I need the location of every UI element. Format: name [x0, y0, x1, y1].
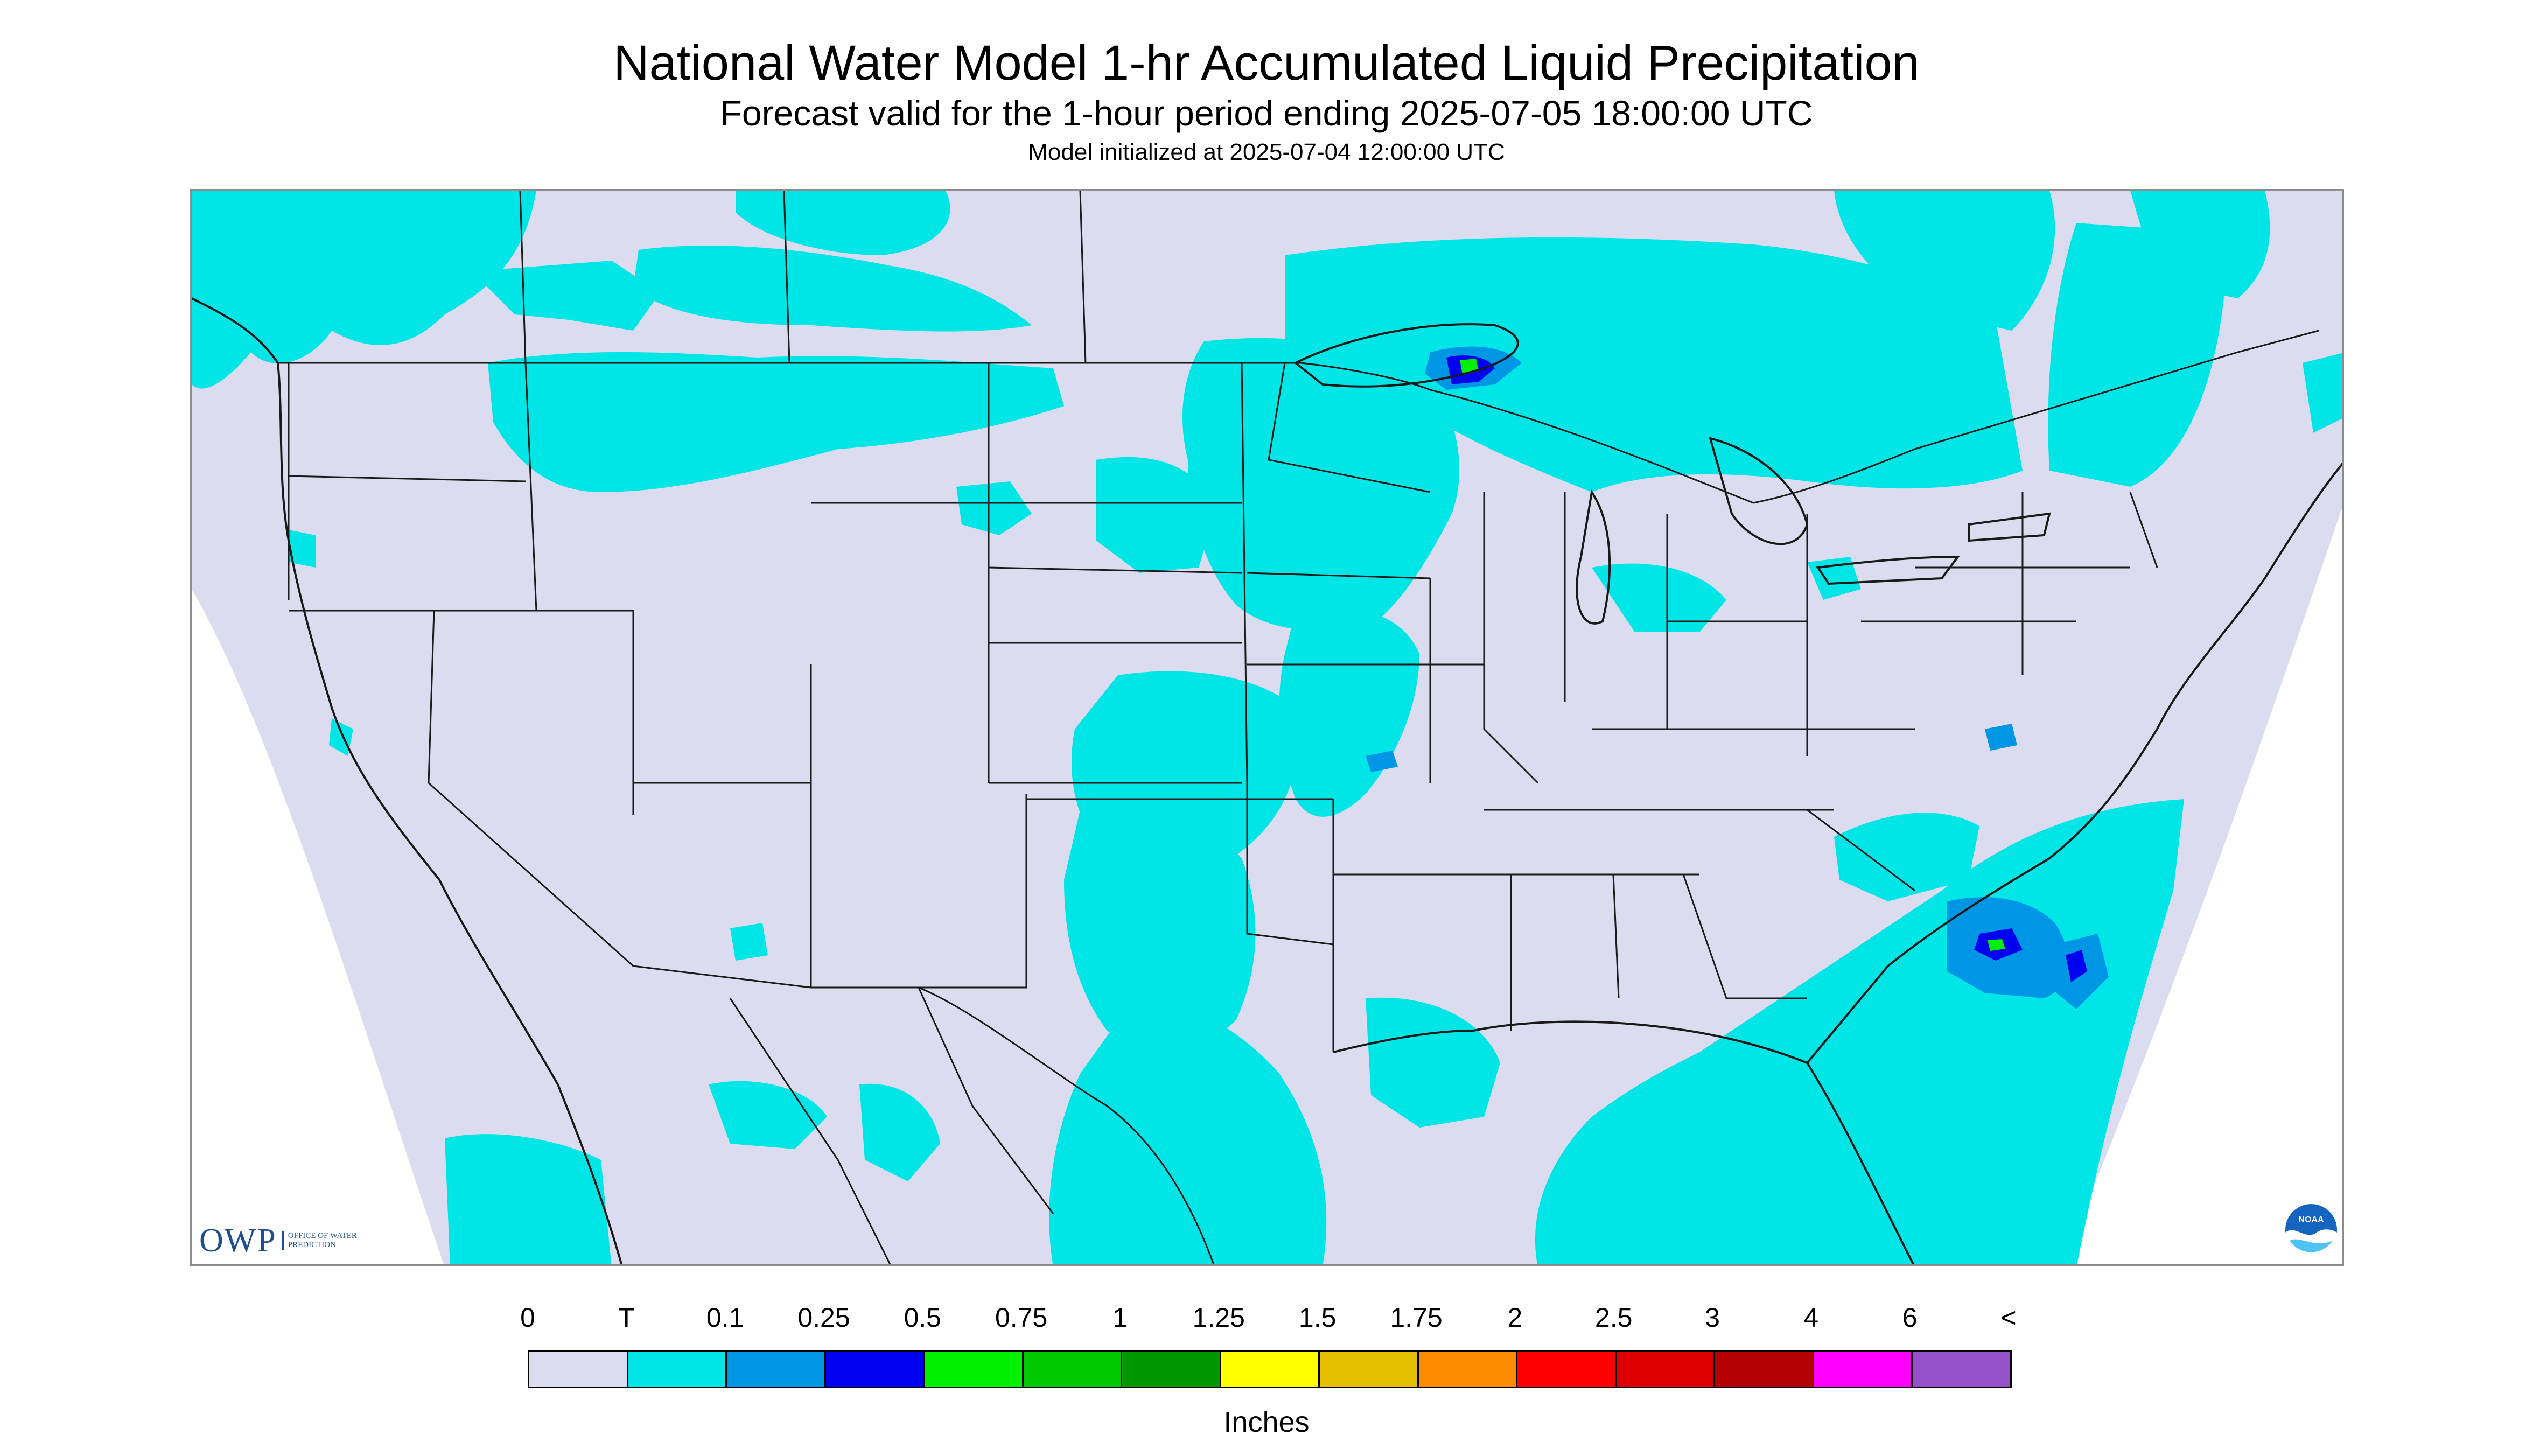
legend-label: 0.5 [904, 1303, 942, 1333]
legend-swatch [1715, 1352, 1814, 1387]
precipitation-map [190, 189, 2344, 1266]
legend-swatch [925, 1352, 1024, 1387]
legend-swatch [1418, 1352, 1518, 1387]
legend-swatch [1616, 1352, 1716, 1387]
legend-swatch [529, 1352, 628, 1387]
legend-swatch [1320, 1352, 1419, 1387]
owp-logo-text: OWP [199, 1222, 277, 1259]
legend-swatch [1122, 1352, 1221, 1387]
model-init-line: Model initialized at 2025-07-04 12:00:00… [1028, 139, 1505, 165]
legend-label: 1.25 [1192, 1303, 1245, 1333]
legend-label: < [2000, 1303, 2017, 1333]
legend-label: T [618, 1303, 635, 1333]
map-title: National Water Model 1-hr Accumulated Li… [613, 36, 1920, 90]
legend-swatch [1221, 1352, 1320, 1387]
legend-swatch [727, 1352, 826, 1387]
legend-label: 4 [1803, 1303, 1819, 1333]
legend-swatch [1814, 1352, 1913, 1387]
legend-swatch [1023, 1352, 1123, 1387]
legend-label: 2.5 [1594, 1303, 1633, 1333]
legend-label: 6 [1902, 1303, 1918, 1333]
legend-label: 1.5 [1298, 1303, 1337, 1333]
legend-labels: 0 T 0.1 0.25 0.5 0.75 1 1.25 1.5 1.75 2 2.5 3 4 6 < [520, 1302, 2017, 1340]
noaa-logo-text: NOAA [2298, 1215, 2324, 1224]
coastlines [192, 297, 2342, 1264]
legend-swatch [1913, 1352, 2010, 1387]
legend-swatch [628, 1352, 727, 1387]
legend-label: 0.1 [706, 1303, 744, 1333]
legend-label: 0.25 [797, 1303, 850, 1333]
trace-precip-areas [192, 191, 2342, 1264]
legend-swatch [825, 1352, 925, 1387]
legend-label: 1 [1112, 1303, 1128, 1333]
legend-label: 1.75 [1390, 1303, 1443, 1333]
legend-label: 2 [1507, 1303, 1523, 1333]
legend-units: Inches [1223, 1406, 1310, 1438]
legend-swatch [1517, 1352, 1617, 1387]
owp-logo-subtext: OFFICE OF WATER PREDICTION [282, 1231, 369, 1250]
noaa-logo: NOAA [2285, 1204, 2337, 1257]
legend-label: 0.75 [995, 1303, 1048, 1333]
legend-color-bar [528, 1350, 2012, 1388]
legend-label: 0 [520, 1303, 535, 1333]
owp-logo: OWP OFFICE OF WATER PREDICTION [199, 1221, 369, 1260]
forecast-valid-subtitle: Forecast valid for the 1-hour period end… [720, 93, 1813, 133]
state-boundaries [278, 191, 2319, 1264]
legend-label: 3 [1705, 1303, 1720, 1333]
